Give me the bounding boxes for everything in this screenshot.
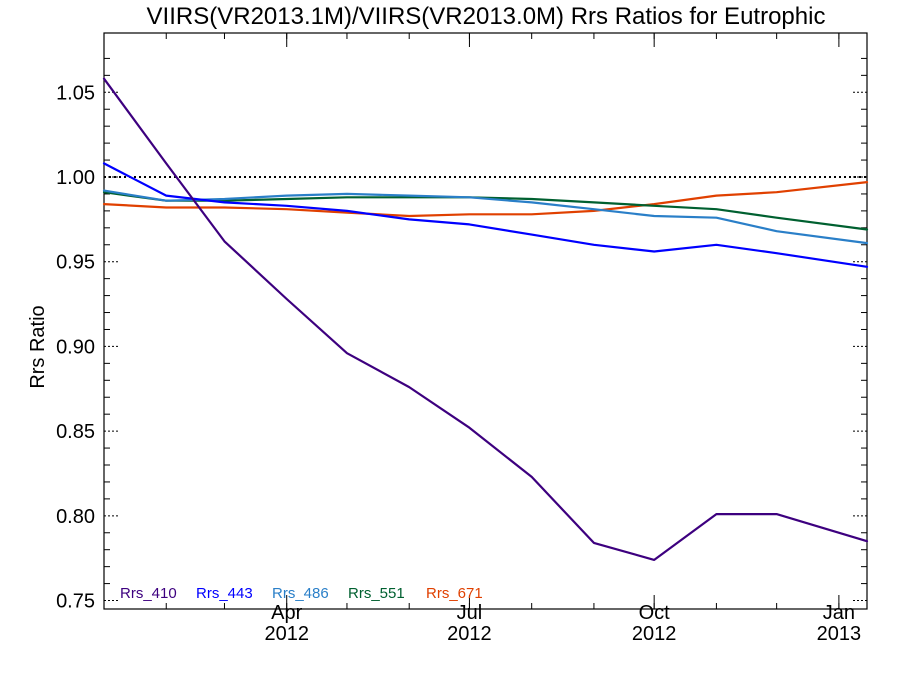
series-line [102, 181, 869, 218]
y-tick-label: 0.90 [56, 336, 95, 358]
y-axis-label: Rrs Ratio [27, 305, 49, 388]
x-tick-year-label: 2012 [632, 623, 677, 645]
y-tick-label: 1.00 [56, 167, 95, 189]
x-tick-year-label: 2012 [264, 623, 309, 645]
legend-entry: Rrs_410 [120, 585, 177, 602]
x-tick-month-label: Oct [639, 602, 671, 624]
series-line [102, 162, 869, 268]
y-tick-label: 1.05 [56, 82, 95, 104]
plot-area: 0.750.800.850.900.951.001.05Apr2012Jul20… [56, 32, 869, 645]
series-line [102, 189, 869, 245]
legend-entry: Rrs_486 [272, 585, 329, 602]
x-tick-year-label: 2012 [447, 623, 492, 645]
series-line [102, 77, 869, 562]
x-tick-month-label: Jan [823, 602, 855, 624]
plot-frame [103, 32, 868, 610]
x-tick-month-label: Jul [457, 602, 483, 624]
chart-title: VIIRS(VR2013.1M)/VIIRS(VR2013.0M) Rrs Ra… [147, 3, 826, 30]
y-tick-label: 0.95 [56, 252, 95, 274]
y-tick-label: 0.85 [56, 421, 95, 443]
legend-entry: Rrs_551 [348, 585, 405, 602]
legend-entry: Rrs_671 [426, 585, 483, 602]
x-tick-year-label: 2013 [817, 623, 862, 645]
y-tick-label: 0.75 [56, 591, 95, 613]
x-tick-month-label: Apr [271, 602, 302, 624]
y-tick-label: 0.80 [56, 506, 95, 528]
legend-entry: Rrs_443 [196, 585, 253, 602]
